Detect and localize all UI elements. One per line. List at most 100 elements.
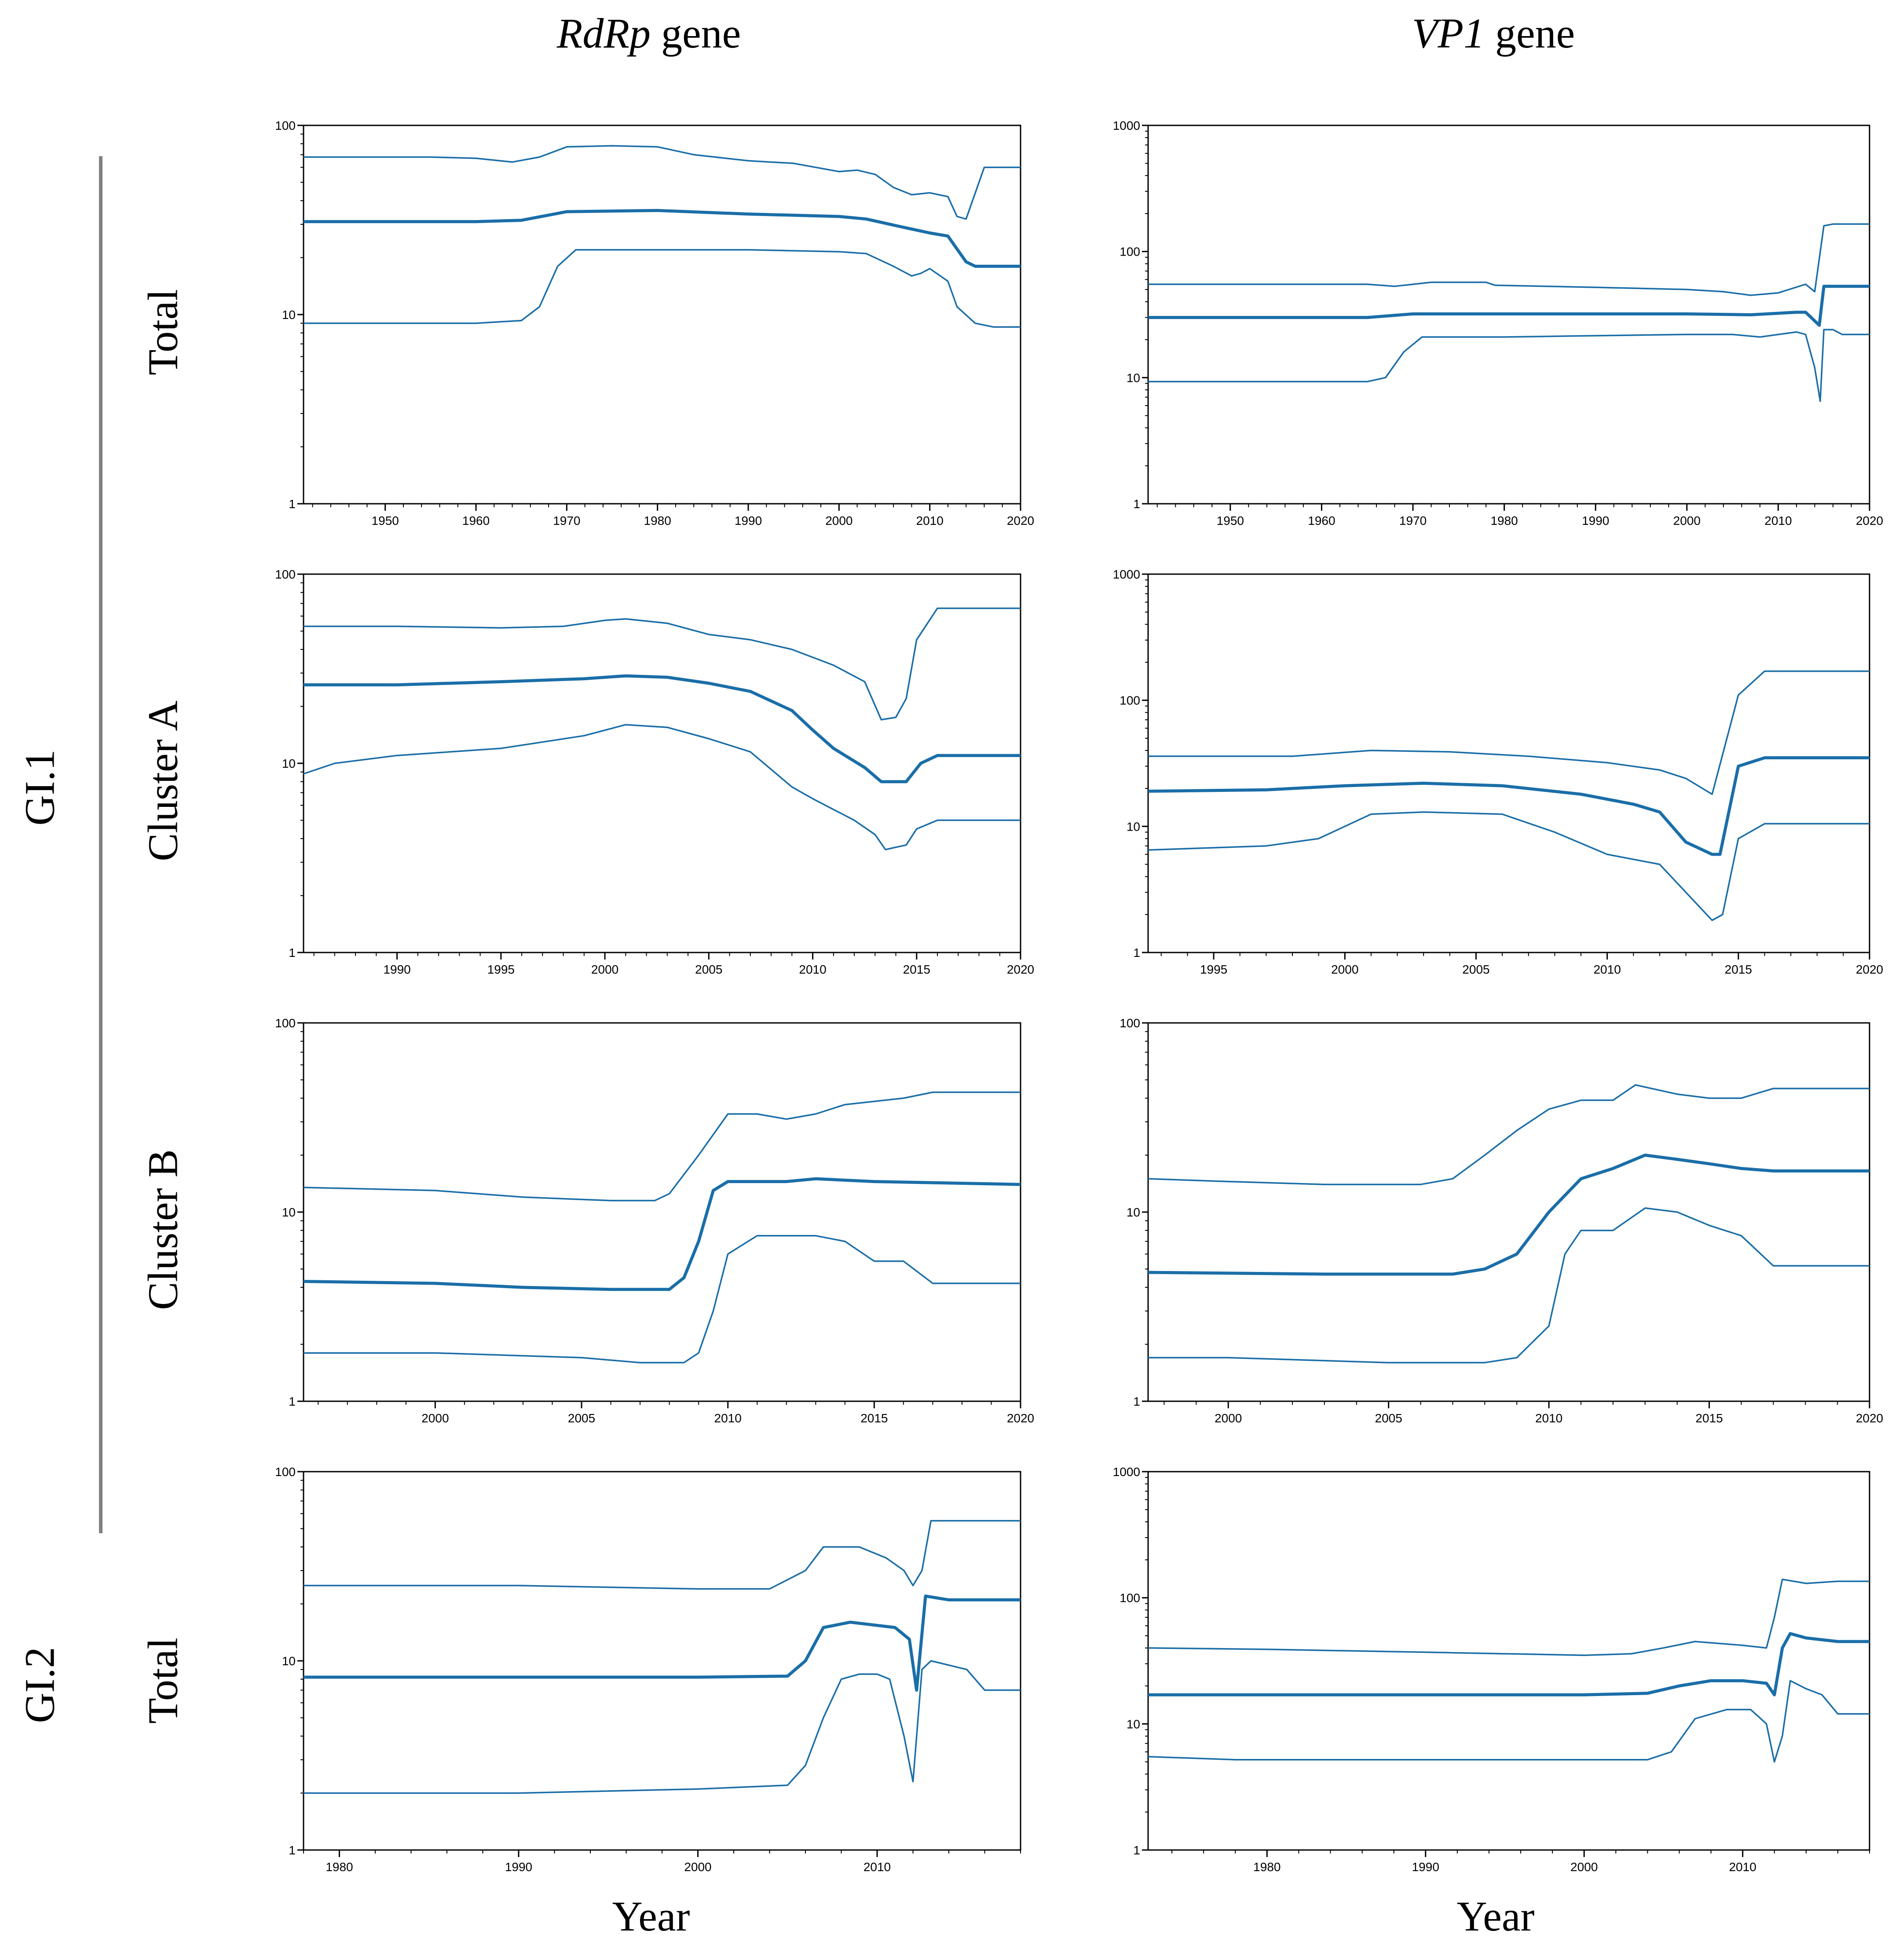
- y-tick-label: 1000: [1113, 119, 1140, 132]
- chart-rdrp-gi1-total: 1 10 100 1950 1960 1970 1980 1990 2000 2010 2020: [275, 119, 1034, 528]
- x-tick-label: 2000: [1673, 514, 1701, 528]
- series-upper-line: [304, 1520, 1021, 1590]
- y-tick-label: 10: [1127, 371, 1140, 385]
- x-tick-label: 1990: [1582, 514, 1609, 528]
- rdrp-gene-suffix: gene: [651, 10, 741, 57]
- x-tick-label: 1990: [505, 1860, 532, 1874]
- y-tick-label: 10: [282, 1654, 296, 1668]
- x-tick-label: 1990: [383, 963, 410, 976]
- y-tick-label: 10: [282, 757, 296, 770]
- y-tick-label: 10: [1127, 1205, 1140, 1219]
- x-tick-label: 2015: [1695, 1411, 1723, 1425]
- x-tick-label: 2000: [1215, 1411, 1242, 1425]
- series-lower-line: [1148, 1680, 1870, 1763]
- row-label-cluster-b: Cluster B: [139, 1149, 187, 1310]
- y-tick-label: 1: [289, 946, 296, 960]
- series-lower-line: [1148, 1207, 1870, 1363]
- x-axis-label-vp1: Year: [1456, 1893, 1535, 1940]
- plot-frame: [303, 573, 1021, 953]
- y-tick-label: 10: [282, 1205, 296, 1219]
- plot-frame: [303, 125, 1021, 505]
- plot-frame: [1147, 125, 1870, 505]
- x-tick-label: 1950: [372, 514, 399, 528]
- x-tick-label: 2000: [1570, 1860, 1598, 1874]
- y-tick-label: 10: [1127, 820, 1140, 833]
- chart-vp1-cluster-a: 1 10 100 1000 1995 2000 2005 2010 2015 2020: [1113, 568, 1883, 976]
- chart-rdrp-cluster-a: 1 10 100 1990 1995 2000 2005 2010 2015 2020: [275, 568, 1034, 976]
- series-lower-line: [1148, 329, 1870, 402]
- y-tick-label: 10: [1127, 1717, 1140, 1731]
- x-tick-label: 2015: [903, 963, 930, 976]
- series-upper-line: [1148, 1084, 1870, 1185]
- vp1-gene-name: VP1: [1412, 10, 1485, 57]
- y-tick-label: 1: [289, 497, 296, 511]
- y-tick-label: 1: [1133, 1395, 1140, 1408]
- plot-frame: [1147, 1471, 1870, 1851]
- rdrp-gene-header: RdRp gene: [407, 9, 891, 58]
- x-tick-label: 2010: [799, 963, 826, 976]
- series-upper-line: [304, 607, 1021, 721]
- x-tick-label: 2005: [1462, 963, 1489, 976]
- y-tick-label: 100: [275, 568, 296, 581]
- x-tick-label: 2000: [591, 963, 618, 976]
- series-lower-line: [304, 1235, 1021, 1363]
- x-tick-label: 2000: [684, 1860, 711, 1874]
- x-tick-label: 2010: [864, 1860, 891, 1874]
- y-tick-label: 1000: [1113, 1465, 1140, 1479]
- series-median-line: [1148, 285, 1870, 327]
- y-tick-label: 1: [289, 1395, 296, 1408]
- x-tick-label: 1970: [553, 514, 580, 528]
- x-tick-label: 2010: [1729, 1860, 1756, 1874]
- y-tick-label: 10: [282, 308, 296, 322]
- x-tick-label: 2010: [714, 1411, 742, 1425]
- x-tick-label: 2000: [1331, 963, 1358, 976]
- row-label-cluster-a: Cluster A: [139, 700, 187, 861]
- y-tick-label: 100: [1120, 245, 1140, 259]
- x-tick-label: 1960: [462, 514, 490, 528]
- chart-rdrp-gi2-total: 1 10 100 1980 1990 2000 2010: [275, 1465, 1021, 1874]
- x-tick-label: 1990: [735, 514, 762, 528]
- series-median-line: [304, 209, 1021, 268]
- row-label-gi1-total: Total: [139, 289, 187, 375]
- vp1-gene-suffix: gene: [1485, 10, 1575, 57]
- x-tick-label: 1995: [487, 963, 515, 976]
- y-tick-label: 100: [1120, 694, 1140, 707]
- series-lower-line: [304, 249, 1021, 328]
- x-tick-label: 2015: [860, 1411, 888, 1425]
- x-tick-label: 2010: [1593, 963, 1621, 976]
- series-median-line: [304, 1594, 1021, 1692]
- plot-frame: [303, 1022, 1021, 1402]
- x-tick-label: 1960: [1308, 514, 1335, 528]
- group-label-gi1: GI.1: [16, 749, 63, 826]
- x-tick-label: 1980: [326, 1860, 353, 1874]
- chart-rdrp-cluster-b: 1 10 100 2000 2005 2010 2015 2020: [275, 1016, 1034, 1425]
- x-tick-label: 1995: [1200, 963, 1227, 976]
- group-label-gi2: GI.2: [16, 1647, 63, 1723]
- y-tick-label: 1: [1133, 946, 1140, 960]
- x-tick-label: 2005: [1375, 1411, 1402, 1425]
- series-upper-line: [1148, 223, 1870, 296]
- x-tick-label: 1990: [1412, 1860, 1439, 1874]
- plot-frame: [1147, 573, 1870, 953]
- y-tick-label: 100: [1120, 1591, 1140, 1605]
- y-tick-label: 100: [275, 1465, 296, 1479]
- x-tick-label: 2015: [1725, 963, 1752, 976]
- x-tick-label: 2010: [1764, 514, 1792, 528]
- y-tick-label: 1: [289, 1843, 296, 1857]
- x-tick-label: 2005: [568, 1411, 595, 1425]
- x-tick-label: 2020: [1007, 963, 1034, 976]
- plot-frame: [1147, 1022, 1870, 1402]
- x-tick-label: 2005: [695, 963, 722, 976]
- x-tick-label: 2020: [1856, 963, 1883, 976]
- x-tick-label: 1980: [644, 514, 671, 528]
- y-tick-label: 1000: [1113, 568, 1140, 581]
- x-tick-label: 1980: [1490, 514, 1518, 528]
- rdrp-gene-name: RdRp: [556, 10, 651, 57]
- x-tick-label: 1980: [1253, 1860, 1281, 1874]
- series-median-line: [1148, 1154, 1870, 1276]
- x-tick-label: 1970: [1399, 514, 1427, 528]
- gi1-group-bar: [99, 156, 102, 1533]
- x-tick-label: 2020: [1007, 514, 1034, 528]
- vp1-gene-header: VP1 gene: [1251, 9, 1735, 58]
- series-lower-line: [303, 724, 1021, 850]
